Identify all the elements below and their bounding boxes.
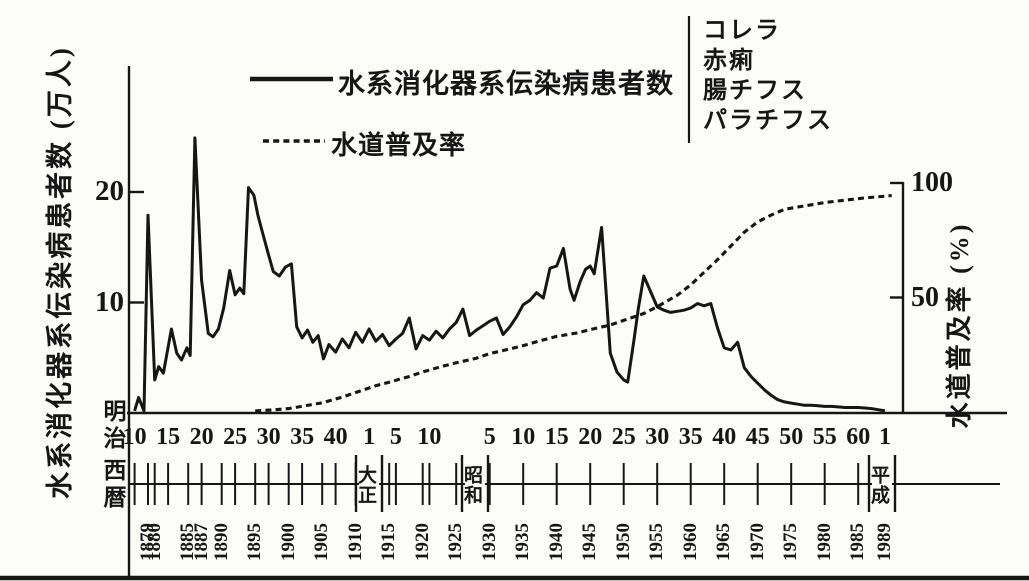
era-year-label: 25 [611, 424, 636, 450]
left-axis-title: 水系消化器系伝染病患者数 (万人) [45, 45, 75, 499]
era-year-label: 30 [256, 424, 281, 450]
western-year-label: 1980 [813, 523, 835, 561]
era-year-label: 10 [122, 424, 147, 450]
era-year-label: 35 [290, 424, 315, 450]
era-year-label: 20 [578, 424, 603, 450]
disease-item: 腸チフス [703, 78, 807, 104]
western-year-label: 1900 [277, 523, 299, 561]
era-year-label: 10 [511, 424, 536, 450]
era-year-label: 1 [363, 424, 376, 450]
series-water-coverage-line [255, 194, 892, 413]
right-axis-tick-label: 50 [911, 281, 939, 313]
era-year-label: 15 [156, 424, 181, 450]
western-year-label: 1970 [746, 523, 768, 561]
era-column-label-seireki: 西暦 [100, 458, 125, 512]
right-axis-tick-label: 100 [911, 167, 953, 198]
disease-item: コレラ [703, 18, 781, 44]
left-axis-tick-label: 20 [95, 175, 124, 207]
series-patients-line [133, 136, 886, 413]
disease-item: パラチフス [703, 108, 833, 134]
era-year-label: 5 [483, 424, 496, 450]
legend-series1-label: 水系消化器系伝染病患者数 [338, 69, 674, 99]
western-year-label: 1890 [210, 523, 232, 561]
western-year-label: 1975 [780, 523, 802, 561]
era-year-label: 45 [745, 424, 770, 450]
era-year-label: 50 [779, 424, 804, 450]
era-year-label: 1 [879, 424, 891, 450]
western-year-label: 1925 [445, 523, 467, 561]
western-year-label: 1955 [646, 523, 668, 561]
western-year-label: 1960 [679, 523, 701, 561]
left-axis-tick-label: 10 [95, 285, 124, 318]
western-year-label: 1940 [545, 523, 567, 561]
era-year-label: 60 [846, 424, 871, 450]
western-year-label: 1930 [478, 523, 500, 561]
era-year-label: 40 [323, 424, 348, 450]
western-year-label: 1880 [143, 523, 165, 561]
era-year-label: 35 [678, 424, 703, 450]
western-year-label: 1950 [612, 523, 634, 561]
disease-list: コレラ赤痢腸チフスパラチフス [703, 16, 833, 136]
western-year-label: 1935 [512, 523, 534, 561]
western-year-label: 1895 [244, 523, 266, 561]
era-year-label: 40 [712, 424, 737, 450]
western-year-label: 1989 [874, 523, 895, 561]
western-year-label: 1920 [411, 523, 433, 561]
western-year-label: 1985 [847, 523, 869, 561]
era-name-label: 大正 [355, 462, 379, 508]
era-year-label: 20 [189, 424, 214, 450]
western-year-label: 1945 [579, 523, 601, 561]
era-year-label: 25 [223, 424, 248, 450]
right-axis-title: 水道普及率 (%) [945, 221, 974, 429]
era-name-label: 平成 [868, 462, 892, 508]
legend-series2-label: 水道普及率 [331, 131, 467, 160]
era-year-label: 10 [417, 424, 442, 450]
era-year-label: 55 [812, 424, 837, 450]
western-year-label: 1887 [190, 523, 212, 561]
era-year-label: 30 [645, 424, 670, 450]
western-year-label: 1965 [713, 523, 735, 561]
western-year-label: 1910 [344, 523, 366, 561]
era-year-label: 15 [544, 424, 569, 450]
western-year-label: 1915 [378, 523, 400, 561]
era-name-label: 昭和 [461, 462, 485, 508]
disease-item: 赤痢 [703, 48, 755, 74]
era-year-label: 5 [389, 424, 402, 450]
era-column-label-meiji: 明治 [100, 399, 125, 453]
western-year-label: 1905 [311, 523, 333, 561]
